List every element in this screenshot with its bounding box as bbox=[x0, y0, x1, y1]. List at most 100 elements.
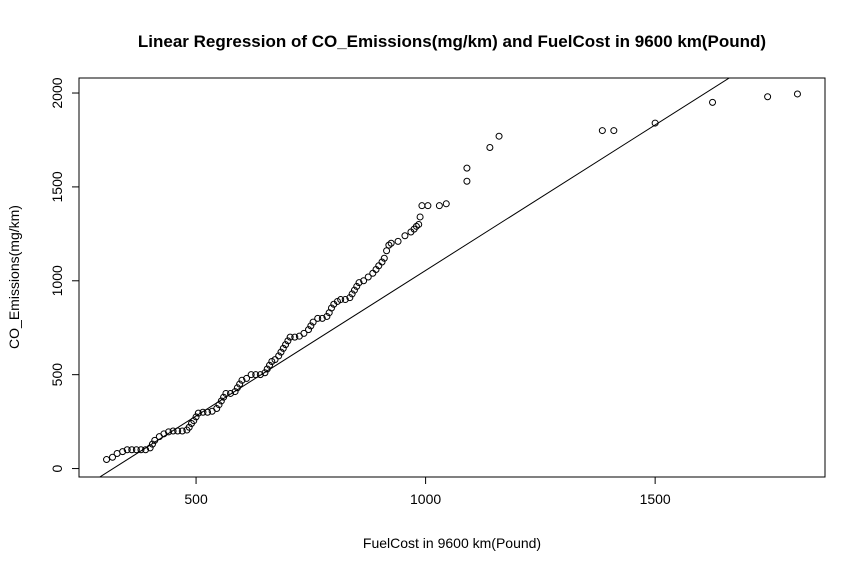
data-point bbox=[364, 273, 372, 281]
data-point bbox=[394, 237, 402, 245]
x-axis: 500 1000 1500 bbox=[184, 476, 671, 507]
regression-line-group bbox=[98, 78, 731, 477]
data-point bbox=[610, 127, 618, 135]
data-point bbox=[291, 333, 299, 341]
data-point bbox=[337, 296, 345, 304]
data-point bbox=[146, 444, 154, 452]
data-point bbox=[220, 393, 228, 401]
data-point bbox=[300, 329, 308, 337]
data-point bbox=[353, 282, 361, 290]
data-point bbox=[305, 326, 313, 334]
data-point bbox=[222, 389, 230, 397]
data-point bbox=[793, 90, 801, 98]
regression-line bbox=[98, 78, 731, 477]
data-point bbox=[165, 428, 173, 436]
data-point bbox=[435, 202, 443, 210]
data-point bbox=[192, 413, 200, 421]
data-point bbox=[142, 446, 150, 454]
data-point bbox=[137, 446, 145, 454]
data-point bbox=[256, 371, 264, 379]
data-point bbox=[231, 388, 239, 396]
x-tick-label: 500 bbox=[184, 491, 208, 507]
data-point bbox=[279, 344, 287, 352]
data-point bbox=[266, 361, 274, 369]
data-point bbox=[327, 304, 335, 312]
points-layer bbox=[103, 90, 801, 464]
data-point bbox=[148, 440, 156, 448]
data-point bbox=[416, 213, 424, 221]
data-point bbox=[341, 296, 349, 304]
y-axis: 0 500 1000 1500 2000 bbox=[49, 77, 80, 472]
data-point bbox=[215, 401, 223, 409]
data-point bbox=[160, 430, 168, 438]
data-point bbox=[213, 404, 221, 412]
data-point bbox=[243, 374, 251, 382]
data-point bbox=[346, 294, 354, 302]
data-point bbox=[385, 241, 393, 249]
x-tick-label: 1000 bbox=[410, 491, 441, 507]
y-tick-label: 0 bbox=[49, 464, 65, 472]
data-point bbox=[185, 423, 193, 431]
chart-title: Linear Regression of CO_Emissions(mg/km)… bbox=[138, 32, 766, 51]
y-tick-label: 1000 bbox=[49, 265, 65, 296]
data-point bbox=[103, 456, 111, 464]
data-point bbox=[233, 384, 241, 392]
data-point bbox=[387, 239, 395, 247]
y-tick-label: 2000 bbox=[49, 77, 65, 108]
data-point bbox=[415, 220, 423, 228]
data-point bbox=[424, 202, 432, 210]
data-point bbox=[314, 314, 322, 322]
data-point bbox=[764, 93, 772, 101]
data-point bbox=[199, 408, 207, 416]
data-point bbox=[194, 409, 202, 417]
data-point bbox=[348, 290, 356, 298]
data-point bbox=[252, 371, 260, 379]
x-axis-label: FuelCost in 9600 km(Pound) bbox=[363, 535, 541, 551]
data-point bbox=[217, 397, 225, 405]
data-point bbox=[174, 427, 182, 435]
data-point bbox=[598, 127, 606, 135]
data-point bbox=[132, 446, 140, 454]
x-tick-label: 1500 bbox=[640, 491, 671, 507]
data-point bbox=[495, 132, 503, 140]
data-point bbox=[128, 446, 136, 454]
data-point bbox=[307, 322, 315, 330]
data-point bbox=[309, 318, 317, 326]
data-point bbox=[284, 337, 292, 345]
data-point bbox=[226, 389, 234, 397]
data-point bbox=[238, 376, 246, 384]
data-point bbox=[275, 352, 283, 360]
data-point bbox=[380, 254, 388, 262]
data-point bbox=[123, 446, 131, 454]
data-point bbox=[178, 427, 186, 435]
data-point bbox=[151, 436, 159, 444]
y-tick-label: 1500 bbox=[49, 171, 65, 202]
data-point bbox=[350, 286, 358, 294]
data-point bbox=[463, 177, 471, 185]
data-point bbox=[318, 314, 326, 322]
data-point bbox=[412, 222, 420, 230]
data-point bbox=[463, 164, 471, 172]
data-point bbox=[360, 277, 368, 285]
data-point bbox=[355, 279, 363, 287]
data-point bbox=[204, 408, 212, 416]
y-axis-label: CO_Emissions(mg/km) bbox=[6, 205, 22, 349]
data-point bbox=[109, 453, 117, 461]
data-point bbox=[401, 232, 409, 240]
data-point bbox=[277, 348, 285, 356]
data-point bbox=[261, 369, 269, 377]
data-point bbox=[651, 119, 659, 127]
data-point bbox=[486, 143, 494, 151]
data-point bbox=[190, 417, 198, 425]
data-point bbox=[282, 341, 290, 349]
data-point bbox=[263, 365, 271, 373]
data-point bbox=[323, 312, 331, 320]
data-point bbox=[236, 380, 244, 388]
y-tick-label: 500 bbox=[49, 363, 65, 387]
data-point bbox=[378, 258, 386, 266]
data-point bbox=[247, 371, 255, 379]
data-point bbox=[169, 427, 177, 435]
data-point bbox=[119, 448, 127, 456]
